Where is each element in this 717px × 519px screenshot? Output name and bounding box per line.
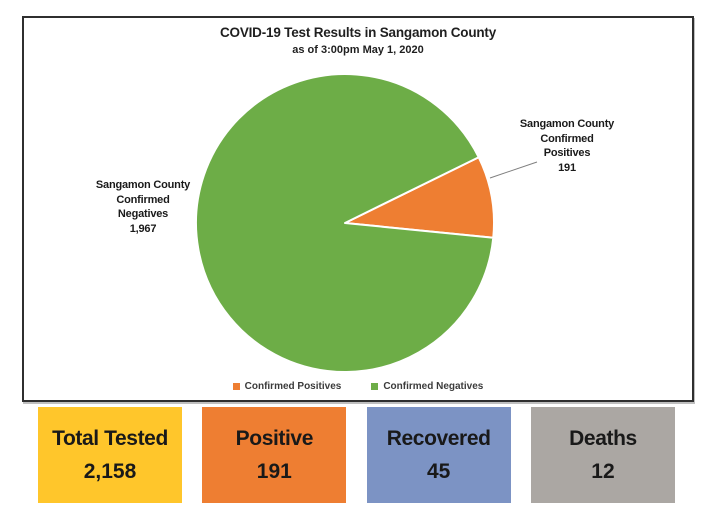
- stat-value-deaths: 12: [591, 459, 615, 483]
- legend-swatch-positives-icon: [232, 383, 240, 390]
- stat-label-deaths: Deaths: [569, 426, 637, 450]
- chart-title: COVID-19 Test Results in Sangamon County: [219, 25, 497, 40]
- legend-item-positives: Confirmed Positives: [232, 381, 342, 392]
- stat-card-recovered: Recovered 45: [366, 407, 511, 503]
- chart-legend: Confirmed Positives Confirmed Negatives: [24, 381, 692, 392]
- callout-negatives-line3: Negatives: [117, 208, 169, 220]
- callout-negatives-line1: Sangamon County: [95, 179, 191, 191]
- stat-label-total-tested: Total Tested: [52, 426, 168, 450]
- stat-card-total-tested: Total Tested 2,158: [38, 407, 182, 503]
- pie-slice-confirmed-negatives: [195, 73, 495, 373]
- stat-label-recovered: Recovered: [386, 426, 491, 450]
- callout-negatives-line2: Confirmed: [116, 193, 170, 206]
- stats-row: Total Tested 2,158 Positive 191 Recovere…: [38, 407, 675, 503]
- callout-positives-line3: Positives: [543, 147, 591, 159]
- pie-slices: [195, 73, 495, 373]
- pie-chart: [195, 73, 538, 373]
- callout-negatives: Sangamon County Confirmed Negatives 1,96…: [68, 178, 218, 236]
- legend-label-negatives: Confirmed Negatives: [383, 381, 484, 392]
- stat-label-positive: Positive: [235, 426, 314, 450]
- stat-value-recovered: 45: [426, 459, 451, 483]
- pie-chart-panel: COVID-19 Test Results in Sangamon County…: [22, 16, 694, 402]
- legend-swatch-negatives-icon: [371, 383, 379, 390]
- callout-positives: Sangamon County Confirmed Positives 191: [492, 117, 642, 175]
- callout-leader-line: [489, 161, 538, 179]
- stat-value-total-tested: 2,158: [83, 459, 137, 483]
- pie-slice-confirmed-positives: [344, 156, 495, 239]
- callout-positives-line2: Confirmed: [540, 132, 594, 145]
- callout-positives-line1: Sangamon County: [519, 118, 615, 130]
- legend-item-negatives: Confirmed Negatives: [371, 381, 483, 392]
- callout-positives-value: 191: [558, 161, 576, 174]
- stat-card-deaths: Deaths 12: [530, 407, 675, 503]
- chart-subtitle: as of 3:00pm May 1, 2020: [292, 44, 424, 56]
- stat-card-positive: Positive 191: [202, 407, 347, 503]
- legend-label-positives: Confirmed Positives: [244, 381, 342, 392]
- stat-value-positive: 191: [256, 459, 292, 483]
- callout-negatives-value: 1,967: [129, 222, 157, 235]
